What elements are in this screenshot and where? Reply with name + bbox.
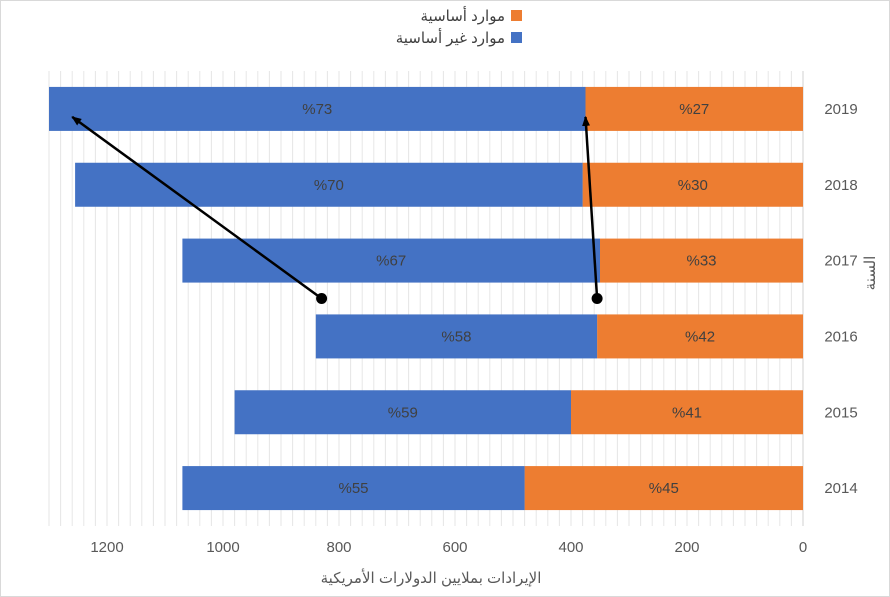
bar-label: %70 — [314, 177, 344, 194]
y-tick-label: 2014 — [824, 480, 857, 497]
annotations — [71, 115, 603, 304]
legend-label: موارد أساسية — [421, 6, 506, 25]
y-axis-title: السنة — [862, 256, 879, 291]
noncore-resources-bar-2015 — [234, 390, 571, 435]
core-resources-bar-2016 — [597, 314, 803, 359]
annotation-arrow — [71, 115, 323, 300]
bar-label: %59 — [388, 404, 418, 421]
bar-label: %67 — [376, 253, 406, 270]
x-axis-title: الإيرادات بملايين الدولارات الأمريكية — [321, 568, 542, 587]
noncore-resources-bar-2014 — [182, 466, 525, 511]
legend-swatch — [511, 32, 522, 43]
bar-label: %42 — [685, 328, 715, 345]
bar-label: %58 — [441, 328, 471, 345]
core-resources-bar-2015 — [571, 390, 803, 435]
y-tick-label: 2019 — [824, 101, 857, 118]
bar-label: %27 — [679, 101, 709, 118]
annotation-dot — [316, 293, 328, 304]
x-tick-label: 400 — [558, 539, 583, 556]
bars — [49, 86, 803, 511]
x-tick-label: 1200 — [90, 539, 123, 556]
bar-label: %30 — [678, 177, 708, 194]
noncore-resources-bar-2019 — [49, 86, 586, 131]
bar-label: %45 — [649, 480, 679, 497]
noncore-resources-bar-2018 — [75, 162, 583, 207]
bar-label: %55 — [338, 480, 368, 497]
core-resources-bar-2018 — [582, 162, 803, 207]
legend: موارد أساسية موارد غير أساسية — [396, 6, 522, 47]
x-axis-ticks: 0 200 400 600 800 1000 1200 — [90, 539, 807, 556]
x-tick-label: 600 — [442, 539, 467, 556]
y-tick-label: 2018 — [824, 177, 857, 194]
noncore-resources-bar-2016 — [315, 314, 598, 359]
y-tick-label: 2015 — [824, 404, 857, 421]
x-tick-label: 1000 — [206, 539, 239, 556]
annotation-dot — [591, 293, 603, 304]
bar-label: %41 — [672, 404, 702, 421]
y-axis-ticks: 2014 2015 2016 2017 2018 2019 — [824, 101, 857, 497]
y-tick-label: 2016 — [824, 328, 857, 345]
grid-lines — [48, 71, 804, 526]
annotation-arrow — [582, 115, 599, 299]
legend-swatch — [511, 10, 522, 21]
core-resources-bar-2014 — [524, 466, 803, 511]
legend-label: موارد غير أساسية — [396, 28, 505, 47]
x-tick-label: 200 — [674, 539, 699, 556]
core-resources-bar-2017 — [600, 238, 803, 283]
x-tick-label: 800 — [326, 539, 351, 556]
x-tick-label: 0 — [799, 539, 807, 556]
noncore-resources-bar-2017 — [182, 238, 600, 283]
bar-label: %73 — [302, 101, 332, 118]
bar-label: %33 — [686, 253, 716, 270]
y-tick-label: 2017 — [824, 253, 857, 270]
core-resources-bar-2019 — [585, 86, 803, 131]
bar-labels: %45 %55 %41 %59 %42 %58 %33 %67 %30 %70 %27 %73 — [302, 101, 716, 497]
